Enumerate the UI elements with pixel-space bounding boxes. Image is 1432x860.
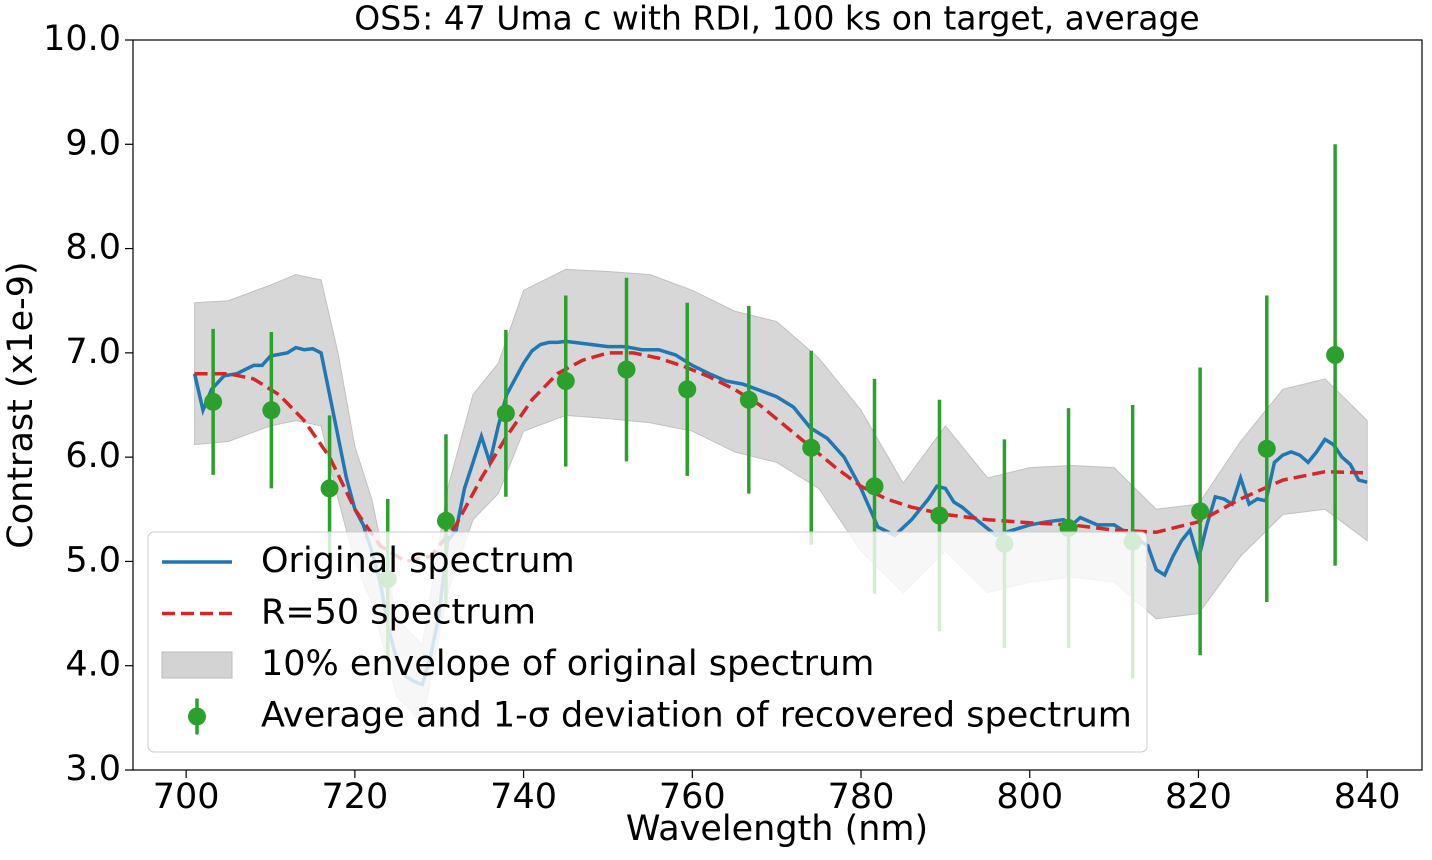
legend-label: R=50 spectrum <box>261 593 536 633</box>
legend: Original spectrum R=50 spectrum 10% envelo… <box>147 531 1148 753</box>
legend-swatch <box>161 651 233 679</box>
data-point <box>496 404 515 423</box>
x-tick-label: 780 <box>828 777 895 817</box>
y-tick-label: 8.0 <box>65 228 121 268</box>
legend-label: 10% envelope of original spectrum <box>261 644 874 684</box>
x-tick-label: 740 <box>490 777 557 817</box>
legend-label: Average and 1-σ deviation of recovered s… <box>261 696 1132 736</box>
y-tick-label: 9.0 <box>65 123 121 163</box>
y-axis-label: Contrast (x1e-9) <box>1 261 41 548</box>
x-tick-label: 720 <box>321 777 388 817</box>
y-tick-label: 5.0 <box>65 540 121 580</box>
data-point <box>436 511 455 530</box>
data-point <box>617 360 636 379</box>
data-point <box>802 438 821 457</box>
legend-box <box>147 531 1148 753</box>
x-tick-label: 820 <box>1165 777 1232 817</box>
x-axis-label: Wavelength (nm) <box>626 809 928 849</box>
data-point <box>320 479 339 498</box>
data-point <box>1191 502 1210 521</box>
data-point <box>865 477 884 496</box>
x-tick-label: 760 <box>659 777 726 817</box>
data-point <box>930 506 949 525</box>
legend-swatch <box>188 707 206 726</box>
chart-title: OS5: 47 Uma c with RDI, 100 ks on target… <box>354 0 1199 38</box>
data-point <box>678 380 697 399</box>
data-point <box>1257 439 1276 458</box>
x-tick-label: 800 <box>996 777 1063 817</box>
plot-frame <box>132 39 1423 771</box>
data-point <box>204 392 223 411</box>
data-point <box>1326 345 1345 364</box>
data-point <box>556 372 575 391</box>
legend-label: Original spectrum <box>261 541 575 581</box>
spectrum-line <box>194 351 1368 564</box>
x-tick-label: 700 <box>153 777 220 817</box>
x-tick-label: 840 <box>1334 777 1401 817</box>
y-tick-label: 4.0 <box>65 645 121 685</box>
y-tick-label: 7.0 <box>65 332 121 372</box>
y-tick-label: 10.0 <box>43 19 121 59</box>
data-point <box>739 390 758 409</box>
y-tick-label: 3.0 <box>65 749 121 789</box>
y-tick-label: 6.0 <box>65 436 121 476</box>
data-point <box>262 401 281 420</box>
